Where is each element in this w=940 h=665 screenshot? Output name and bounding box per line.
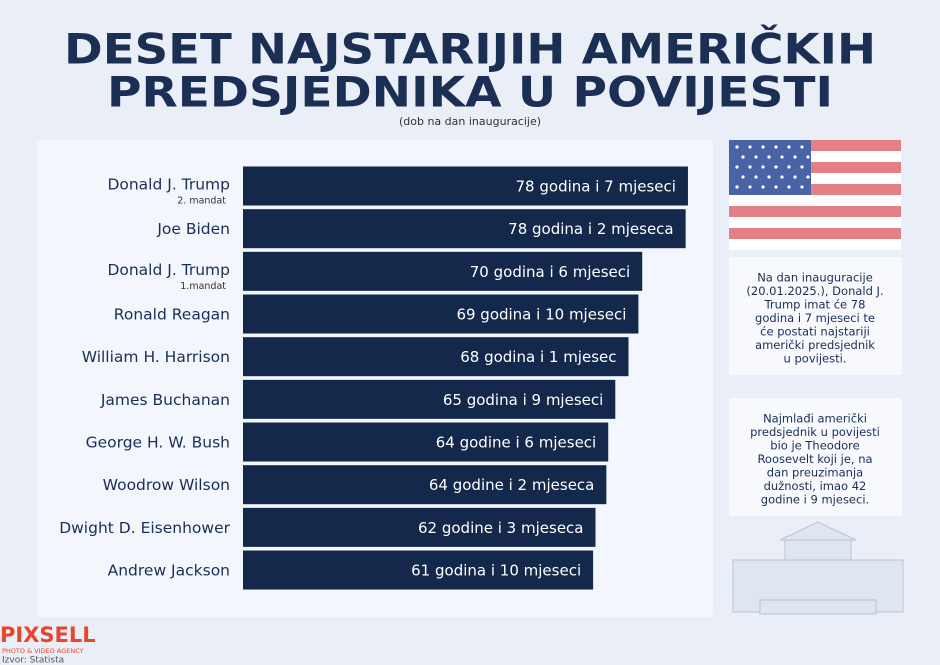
flag-star xyxy=(800,145,804,149)
value-label: 70 godina i 6 mjeseci xyxy=(470,263,630,281)
flag-star xyxy=(793,155,797,159)
value-label: 69 godina i 10 mjeseci xyxy=(456,306,626,324)
bar xyxy=(243,251,643,291)
source: Izvor: Statista xyxy=(2,656,64,665)
flag-star xyxy=(787,185,791,189)
note-text: u povijesti. xyxy=(784,352,847,366)
flag-star xyxy=(754,155,758,159)
flag-star xyxy=(741,175,745,179)
category-label: Joe Biden xyxy=(156,220,230,238)
flag-star xyxy=(787,145,791,149)
category-label: James Buchanan xyxy=(100,391,230,409)
logo-tagline: PHOTO & VIDEO AGENCY xyxy=(2,647,84,655)
category-label: Ronald Reagan xyxy=(114,306,230,324)
note-text: (20.01.2025.), Donald J. xyxy=(746,284,883,298)
note-text: godine i 9 mjeseci. xyxy=(761,493,869,507)
category-label: Woodrow Wilson xyxy=(103,476,230,494)
category-label: George H. W. Bush xyxy=(86,434,230,452)
flag-star xyxy=(774,145,778,149)
bar xyxy=(243,166,688,206)
note-text: Na dan inauguracije xyxy=(757,271,873,285)
note-text: Roosevelt koji je, na xyxy=(757,452,872,466)
note-text: dan preuzimanja xyxy=(767,466,863,480)
bar xyxy=(243,422,609,462)
flag-star xyxy=(767,155,771,159)
flag-star xyxy=(774,165,778,169)
category-label: Donald J. Trump xyxy=(107,176,230,194)
bar xyxy=(243,294,639,334)
chart-title: DESET NAJSTARIJIH AMERIČKIH xyxy=(64,24,876,74)
bar xyxy=(243,337,629,377)
flag-star xyxy=(787,165,791,169)
category-label: Dwight D. Eisenhower xyxy=(59,519,230,537)
note-text: predsjednik u povijesti xyxy=(750,425,880,439)
bar xyxy=(243,550,594,590)
value-label: 64 godine i 6 mjeseci xyxy=(436,434,596,452)
flag-illustration xyxy=(729,140,901,250)
category-note: 2. mandat xyxy=(177,196,226,207)
flag-star xyxy=(748,185,752,189)
flag-star xyxy=(735,185,739,189)
flag-star xyxy=(780,175,784,179)
value-label: 65 godina i 9 mjeseci xyxy=(443,391,603,409)
flag-star xyxy=(735,165,739,169)
bar xyxy=(243,507,596,547)
flag-star xyxy=(761,185,765,189)
category-note: 1.mandat xyxy=(180,281,226,292)
bar xyxy=(243,209,686,249)
note-box xyxy=(729,398,902,516)
note-text: Najmlađi američki xyxy=(763,412,867,426)
bar xyxy=(243,465,607,505)
flag-star xyxy=(735,145,739,149)
note-text: godina i 7 mjeseci te xyxy=(755,311,875,325)
category-label: William H. Harrison xyxy=(82,348,230,366)
note-text: će postati najstariji xyxy=(760,325,870,339)
flag-star xyxy=(754,175,758,179)
note-box xyxy=(729,257,902,375)
note-text: dužnosti, imao 42 xyxy=(764,479,867,493)
flag-star xyxy=(748,165,752,169)
category-label: Donald J. Trump xyxy=(107,261,230,279)
flag-star xyxy=(780,155,784,159)
note-text: bio je Theodore xyxy=(770,439,859,453)
flag-star xyxy=(800,165,804,169)
note-text: Trump imat će 78 xyxy=(764,298,866,312)
value-label: 61 godina i 10 mjeseci xyxy=(411,562,581,580)
value-label: 62 godine i 3 mjeseca xyxy=(418,519,583,537)
flag-star xyxy=(761,165,765,169)
white-house-illustration xyxy=(732,521,904,615)
flag-star xyxy=(800,185,804,189)
flag-star xyxy=(793,175,797,179)
value-label: 64 godine i 2 mjeseca xyxy=(429,476,594,494)
value-label: 68 godina i 1 mjesec xyxy=(460,348,616,366)
flag-star xyxy=(806,175,810,179)
bar xyxy=(243,379,616,419)
flag-star xyxy=(748,145,752,149)
flag-star xyxy=(761,145,765,149)
logo: PIXSELL xyxy=(0,623,96,647)
chart-title: PREDSJEDNIKA U POVIJESTI xyxy=(107,68,833,117)
note-text: američki predsjednik xyxy=(755,338,875,352)
subtitle: (dob na dan inauguracije) xyxy=(399,115,541,128)
flag-star xyxy=(774,185,778,189)
value-label: 78 godina i 2 mjeseca xyxy=(508,220,673,238)
category-label: Andrew Jackson xyxy=(108,562,230,580)
flag-star xyxy=(741,155,745,159)
flag-star xyxy=(806,155,810,159)
value-label: 78 godina i 7 mjeseci xyxy=(516,178,676,196)
flag-star xyxy=(767,175,771,179)
